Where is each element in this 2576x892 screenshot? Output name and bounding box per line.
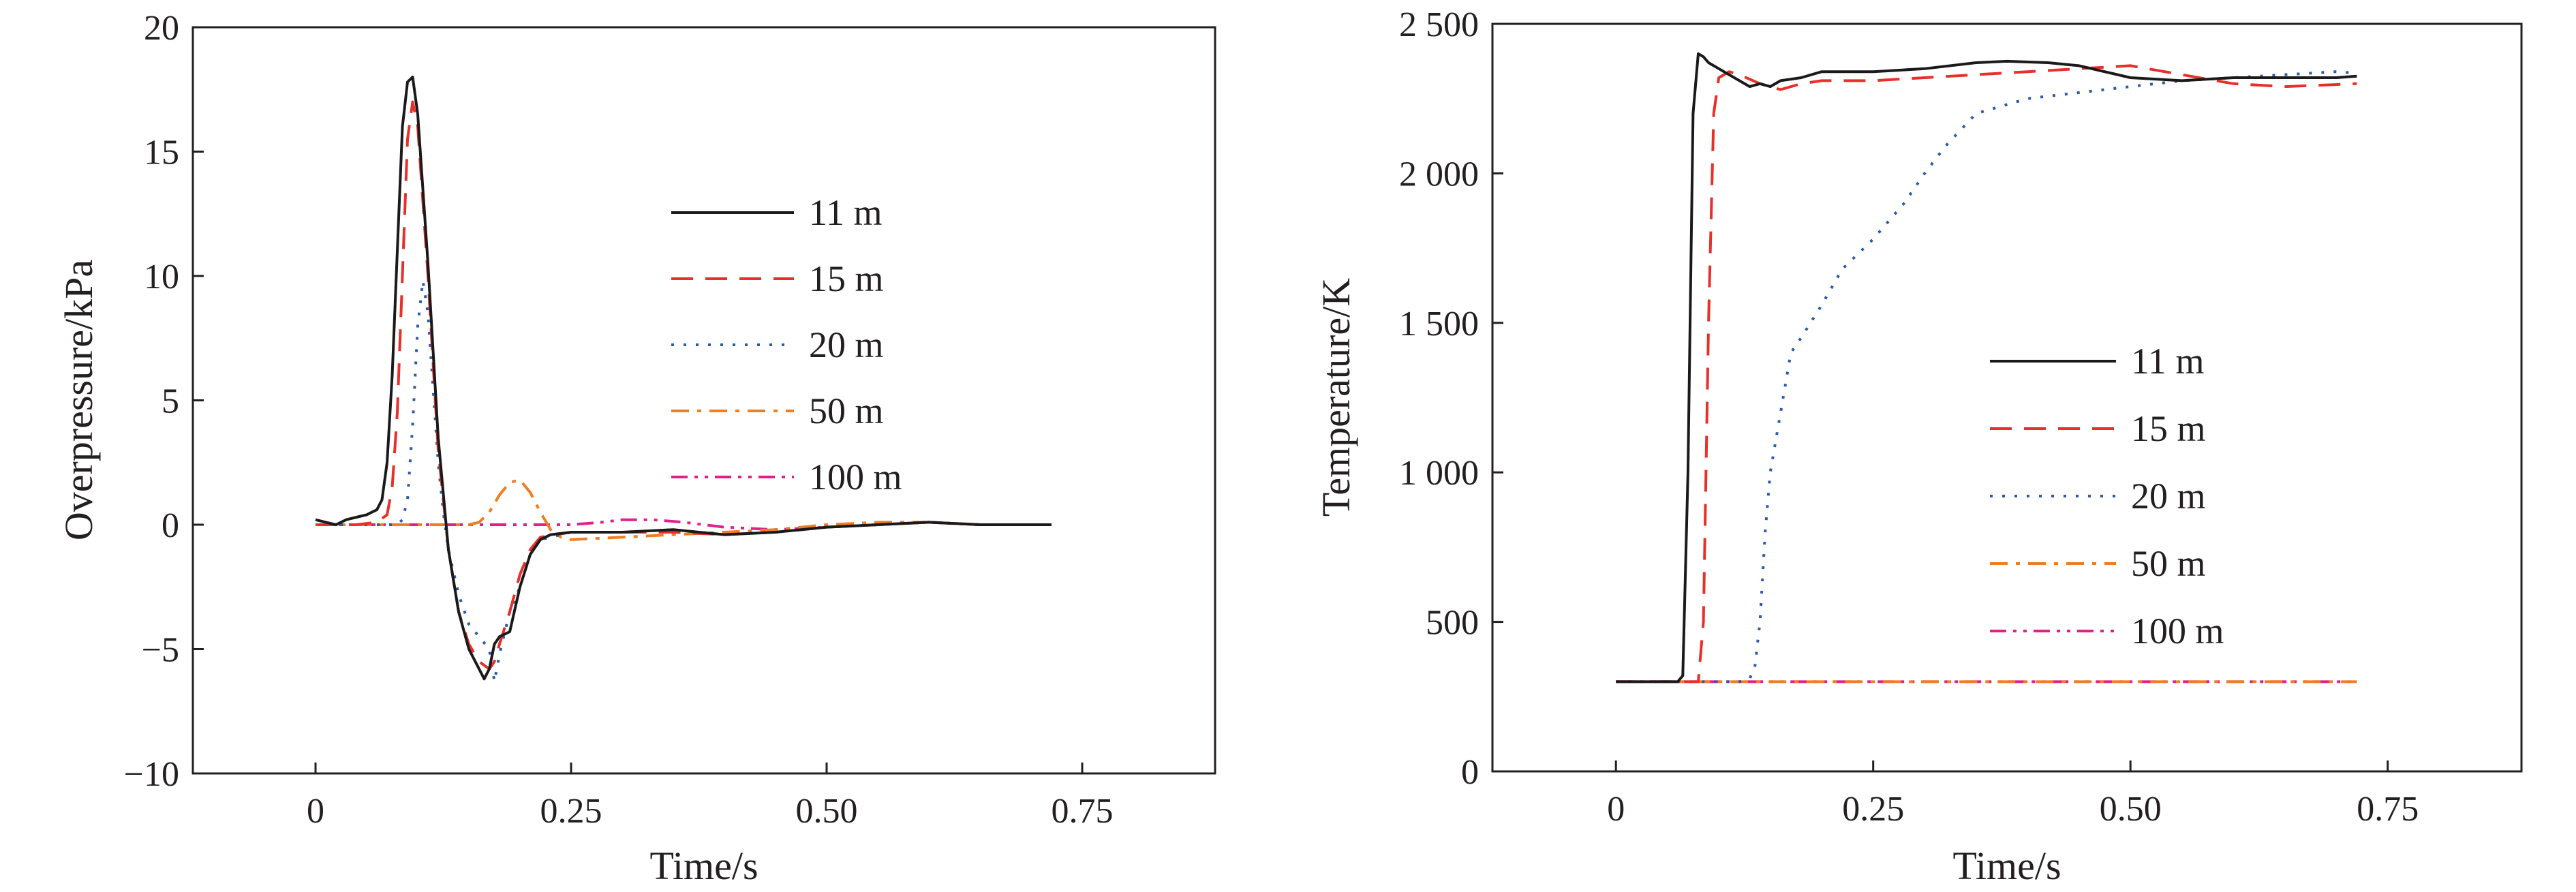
- series-line-15m: [316, 100, 1052, 671]
- series-lines: [1616, 52, 2357, 683]
- y-tick-label: 2 500: [1399, 5, 1479, 44]
- legend-label: 50 m: [809, 390, 884, 431]
- axis-ticks: 0 0.25 0.50 0.75 0 500 1 000 1 500 2 000 2 500: [1399, 5, 2419, 829]
- x-tick-label: 0.25: [540, 792, 602, 831]
- x-axis-label: Time/s: [1952, 844, 2061, 888]
- y-tick-label: 500: [1426, 604, 1479, 643]
- temperature-chart-panel: 0 0.25 0.50 0.75 0 500 1 000 1 500 2 000 2 500 11…: [1314, 5, 2523, 888]
- y-tick-label: 1 000: [1399, 454, 1479, 493]
- plot-area-frame: [191, 26, 1216, 775]
- y-tick-label: −10: [124, 755, 179, 794]
- y-tick-label: 2 000: [1399, 155, 1479, 194]
- y-axis-label: Overpressure/kPa: [57, 260, 101, 540]
- legend: 11 m 15 m 20 m 50 m 100 m: [671, 192, 902, 497]
- y-tick-label: 0: [162, 506, 179, 545]
- legend-label: 15 m: [809, 258, 884, 299]
- x-tick-label: 0.50: [796, 792, 858, 831]
- series-line-50m: [316, 478, 1052, 541]
- series-line-100m: [316, 518, 1052, 532]
- legend-label: 20 m: [809, 324, 884, 365]
- y-tick-label: 1 500: [1399, 305, 1479, 343]
- series-line-20m: [1616, 70, 2357, 683]
- y-tick-label: 15: [144, 134, 179, 172]
- x-tick-label: 0.25: [1842, 790, 1904, 829]
- axis-ticks: 0 0.25 0.50 0.75 −10 −5 0 5 10 15 20: [124, 9, 1114, 831]
- legend: 11 m 15 m 20 m 50 m 100 m: [1990, 341, 2224, 651]
- x-tick-label: 0.75: [1052, 792, 1114, 831]
- y-tick-label: −5: [142, 631, 179, 670]
- legend-label: 100 m: [2131, 611, 2224, 651]
- overpressure-chart-panel: 0 0.25 0.50 0.75 −10 −5 0 5 10 15 20 11 m 15 m 20 m 5…: [57, 9, 1216, 888]
- x-axis-label: Time/s: [649, 844, 758, 888]
- legend-label: 50 m: [2131, 543, 2206, 584]
- plot-area-frame: [1491, 22, 2523, 773]
- x-tick-label: 0.75: [2357, 790, 2419, 829]
- series-line-11m: [1616, 52, 2357, 683]
- legend-label: 20 m: [2131, 476, 2206, 517]
- x-tick-label: 0: [307, 792, 324, 831]
- legend-label: 100 m: [809, 457, 902, 497]
- series-line-15m: [1616, 64, 2357, 683]
- series-lines: [315, 76, 1052, 683]
- x-tick-label: 0: [1607, 790, 1625, 829]
- y-axis-label: Temperature/K: [1314, 278, 1358, 517]
- legend-label: 11 m: [2131, 341, 2205, 382]
- y-tick-label: 10: [144, 258, 179, 296]
- y-tick-label: 5: [162, 382, 179, 421]
- series-line-11m: [315, 76, 1052, 681]
- x-tick-label: 0.50: [2100, 790, 2162, 829]
- y-tick-label: 0: [1461, 753, 1479, 792]
- legend-label: 15 m: [2131, 408, 2206, 449]
- legend-label: 11 m: [809, 192, 883, 233]
- series-line-20m: [316, 279, 1052, 683]
- y-tick-label: 20: [144, 9, 179, 48]
